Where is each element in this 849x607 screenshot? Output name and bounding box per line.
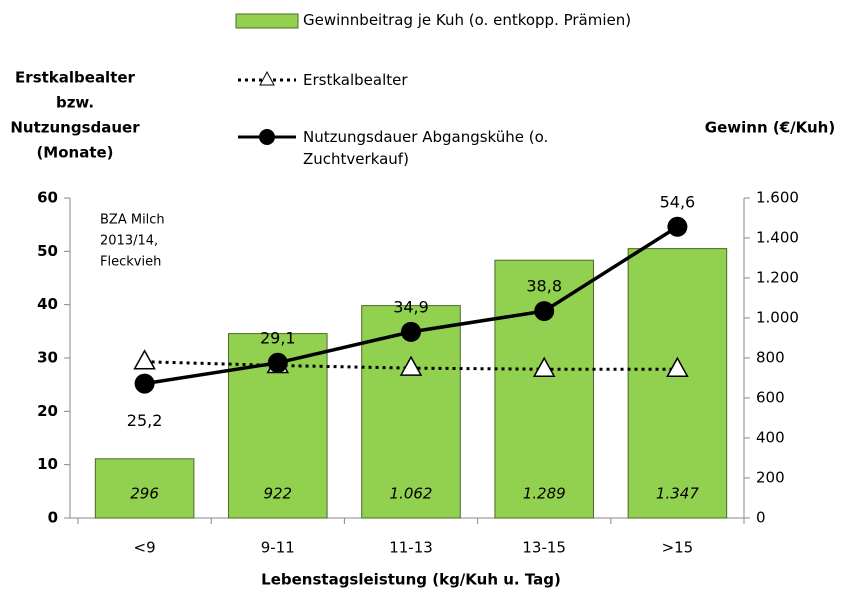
bar-value-label: 1.289 xyxy=(523,485,566,503)
data-label: 29,1 xyxy=(260,328,296,347)
y2-tick-label: 600 xyxy=(756,389,785,407)
annotation: BZA Milch xyxy=(100,213,165,228)
data-label: 54,6 xyxy=(660,192,696,211)
bar xyxy=(94,458,195,519)
marker xyxy=(534,301,555,322)
legend-marker xyxy=(259,129,275,145)
legend-marker xyxy=(259,70,275,86)
data-label: 34,9 xyxy=(393,297,429,316)
bar-value-label: 1.062 xyxy=(390,485,433,503)
bar-value-label: 296 xyxy=(130,485,159,503)
annotation: Fleckvieh xyxy=(100,255,161,270)
y-tick-label: 10 xyxy=(37,455,58,473)
marker xyxy=(399,355,423,376)
marker xyxy=(134,373,155,394)
marker xyxy=(133,349,156,370)
x-tick-label: 9-11 xyxy=(261,539,295,557)
bar xyxy=(627,248,728,519)
x-tick-label: 11-13 xyxy=(389,539,433,557)
bar xyxy=(494,259,594,519)
marker xyxy=(532,356,556,377)
y2-tick-label: 200 xyxy=(756,469,785,487)
y2-axis-title: Gewinn (€/Kuh) xyxy=(705,119,835,137)
y-axis-title: (Monate) xyxy=(36,144,113,162)
y-axis-title: Erstkalbealter xyxy=(15,69,136,87)
y-axis-title: bzw. xyxy=(56,94,94,112)
data-label: 25,2 xyxy=(127,411,163,430)
x-tick-label: <9 xyxy=(134,539,156,557)
y2-tick-label: 400 xyxy=(756,429,785,447)
legend-swatch xyxy=(235,13,299,29)
y-tick-label: 50 xyxy=(37,242,58,260)
bar-value-label: 1.347 xyxy=(656,485,699,503)
y2-tick-label: 0 xyxy=(756,509,766,527)
marker xyxy=(667,216,688,237)
y2-tick-label: 1.600 xyxy=(756,189,799,207)
y-tick-label: 20 xyxy=(37,402,58,420)
y2-tick-label: 800 xyxy=(756,349,785,367)
data-label: 38,8 xyxy=(526,277,562,296)
legend-label: Erstkalbealter xyxy=(303,71,408,89)
marker xyxy=(401,321,421,342)
annotation: 2013/14, xyxy=(100,234,158,249)
y2-tick-label: 1.200 xyxy=(756,269,799,287)
legend-label: Gewinnbeitrag je Kuh (o. entkopp. Prämie… xyxy=(303,11,632,29)
marker xyxy=(666,356,689,377)
bar-value-label: 922 xyxy=(263,485,292,503)
y-tick-label: 0 xyxy=(48,509,58,527)
y-tick-label: 60 xyxy=(37,189,58,207)
y-tick-label: 40 xyxy=(37,295,58,313)
x-tick-label: 13-15 xyxy=(522,539,566,557)
marker xyxy=(267,352,288,373)
y2-tick-label: 1.000 xyxy=(756,309,799,327)
y-axis-title: Nutzungsdauer xyxy=(10,119,140,137)
x-tick-label: >15 xyxy=(662,539,694,557)
y-tick-label: 30 xyxy=(37,349,58,367)
y2-tick-label: 1.400 xyxy=(756,229,799,247)
x-axis-title: Lebenstagsleistung (kg/Kuh u. Tag) xyxy=(261,571,561,589)
legend-label: Nutzungsdauer Abgangskühe (o. Zuchtverka… xyxy=(303,128,549,168)
